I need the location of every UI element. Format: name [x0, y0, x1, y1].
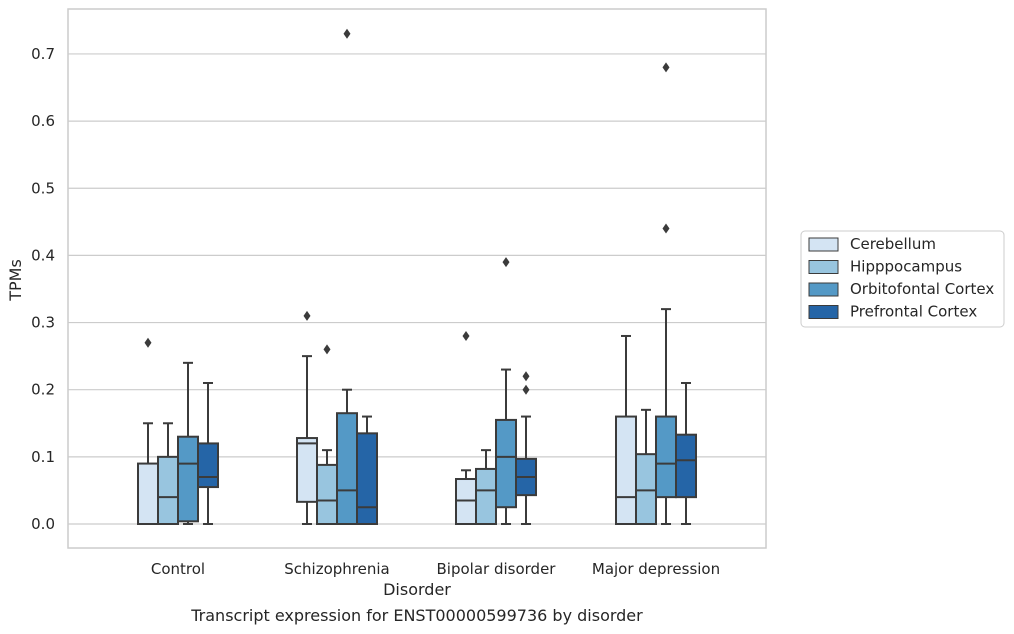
y-tick-label: 0.0 [31, 515, 55, 533]
box-iqr [296, 437, 318, 503]
x-tick-label: Bipolar disorder [437, 560, 557, 578]
box-3-1 [635, 408, 657, 525]
box-iqr [615, 415, 637, 525]
x-tick-label: Major depression [592, 560, 720, 578]
y-axis-label: TPMs [6, 259, 25, 302]
outlier-point [662, 62, 670, 73]
y-tick-label: 0.7 [31, 45, 55, 63]
y-tick-label: 0.3 [31, 314, 55, 332]
box-0-1 [157, 422, 179, 526]
box-iqr [316, 463, 338, 525]
y-tick-labels: 0.0 0.1 0.2 0.3 0.4 0.5 0.6 0.7 [31, 45, 55, 533]
x-axis-label: Disorder [383, 580, 451, 599]
box-iqr [177, 435, 199, 523]
box-1-1 [316, 344, 338, 525]
y-tick-label: 0.1 [31, 448, 55, 466]
outlier-point [144, 337, 152, 348]
outlier-point [462, 330, 470, 341]
box-3-0 [615, 334, 637, 525]
box-iqr [475, 467, 497, 526]
y-tick-label: 0.2 [31, 381, 55, 399]
box-1-0 [296, 310, 318, 525]
box-2-3 [515, 371, 537, 525]
box-iqr [495, 418, 517, 509]
y-tick-label: 0.4 [31, 246, 55, 264]
plot-frame [67, 8, 767, 549]
box-iqr [336, 412, 358, 526]
box-2-2 [495, 257, 517, 525]
box-iqr [675, 433, 697, 499]
outlier-point [522, 384, 530, 395]
box-0-0 [137, 337, 159, 526]
box-2-0 [455, 330, 477, 525]
box-3-2 [655, 62, 677, 525]
legend-swatch [808, 237, 839, 252]
legend-swatch [808, 260, 839, 274]
box-iqr [455, 478, 477, 525]
legend-swatch [808, 305, 839, 319]
box-1-2 [336, 28, 358, 526]
box-iqr [655, 415, 677, 499]
box-3-3 [675, 381, 697, 525]
legend-label: Orbitofontal Cortex [850, 280, 994, 298]
box-iqr [157, 455, 179, 526]
box-iqr [137, 462, 159, 526]
legend-swatch [808, 282, 839, 297]
box-iqr [635, 453, 657, 525]
legend-frame [800, 230, 1005, 328]
box-2-1 [475, 449, 497, 526]
x-tick-label: Control [151, 560, 205, 578]
x-tick-label: Schizophrenia [284, 560, 389, 578]
chart-caption: Transcript expression for ENST0000059973… [191, 606, 643, 625]
y-tick-label: 0.5 [31, 179, 55, 197]
outlier-point [323, 344, 331, 355]
legend: Cerebellum Hipppocampus Orbitofontal Corte… [800, 230, 1005, 328]
legend-label: Hipppocampus [850, 258, 962, 276]
legend-label: Prefrontal Cortex [850, 303, 977, 321]
outlier-point [502, 257, 510, 268]
x-tick-labels: Control Schizophrenia Bipolar disorder Majo… [151, 560, 720, 578]
outlier-point [343, 28, 351, 39]
outlier-point [303, 310, 311, 321]
box-1-3 [356, 415, 378, 525]
y-tick-label: 0.6 [31, 112, 55, 130]
outlier-point [522, 371, 530, 382]
box-0-2 [177, 361, 199, 525]
box-groups [137, 28, 697, 526]
box-iqr [356, 432, 378, 525]
legend-label: Cerebellum [850, 235, 936, 253]
box-iqr [197, 442, 219, 489]
box-0-3 [197, 381, 219, 525]
outlier-point [662, 223, 670, 234]
